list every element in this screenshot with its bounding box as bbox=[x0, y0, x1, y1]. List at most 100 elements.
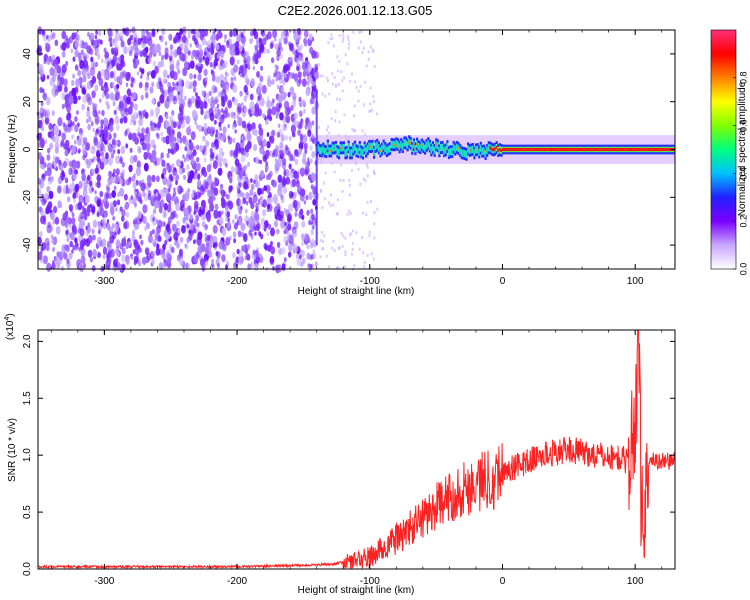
spectrogram-noise-cell bbox=[262, 138, 267, 147]
spectrogram-noise-cell bbox=[291, 131, 296, 138]
snr-y-label: SNR (10 * v/v) bbox=[7, 418, 18, 482]
spectrogram-noise-cell bbox=[321, 74, 324, 78]
spectrogram-noise-cell bbox=[142, 48, 148, 57]
spectrogram-noise-cell bbox=[140, 74, 143, 80]
spectrogram-noise-cell bbox=[206, 164, 212, 173]
spectrogram-noise-cell bbox=[241, 102, 244, 107]
spectrogram-noise-cell bbox=[142, 190, 146, 197]
spectrogram-noise-cell bbox=[280, 134, 285, 142]
spectrogram-noise-cell bbox=[116, 124, 120, 131]
spectrogram-noise-cell bbox=[339, 97, 341, 101]
spectrogram-noise-cell bbox=[250, 217, 256, 226]
spectrogram-noise-cell bbox=[177, 137, 181, 144]
spectrogram-noise-cell bbox=[331, 246, 334, 250]
spectrogram-noise-cell bbox=[267, 75, 271, 82]
spectrogram-noise-cell bbox=[72, 95, 78, 105]
spectrogram-noise-cell bbox=[303, 200, 307, 205]
spectrogram-noise-cell bbox=[182, 167, 186, 173]
spectrogram-noise-cell bbox=[53, 125, 58, 133]
spectrogram-noise-cell bbox=[337, 266, 340, 269]
spectrogram-noise-cell bbox=[271, 152, 275, 158]
spectrogram-noise-cell bbox=[149, 230, 153, 236]
spectrogram-noise-cell bbox=[216, 251, 221, 259]
spectrogram-noise-cell bbox=[367, 50, 370, 54]
spectrogram-ridge-peak bbox=[640, 147, 643, 152]
spectrogram-noise-cell bbox=[97, 252, 102, 259]
spectrogram-noise-cell bbox=[101, 155, 105, 162]
spectrogram-noise-cell bbox=[108, 134, 112, 140]
spectrogram-ridge-cell bbox=[424, 144, 427, 152]
spectrogram-noise-cell bbox=[343, 113, 346, 117]
spectrogram-noise-cell bbox=[42, 173, 45, 179]
spectrogram-noise-cell bbox=[312, 186, 317, 195]
spectrogram-noise-cell bbox=[89, 256, 93, 263]
spectrogram-noise-cell bbox=[100, 58, 104, 64]
spectrogram-ridge-cell bbox=[373, 148, 376, 156]
spectrogram-noise-cell bbox=[155, 219, 159, 224]
spectrogram-noise-cell bbox=[243, 150, 247, 157]
spectrogram-noise-cell bbox=[141, 68, 145, 75]
spectrogram-noise-cell bbox=[289, 154, 294, 162]
spectrogram-noise-cell bbox=[363, 103, 366, 107]
spectrogram-noise-cell bbox=[145, 222, 149, 227]
spectrogram-ridge-peak bbox=[393, 143, 396, 146]
spectrogram-noise-cell bbox=[229, 235, 232, 241]
spectrogram-noise-cell bbox=[278, 247, 283, 256]
spectrogram-noise-cell bbox=[250, 178, 253, 183]
spectrogram-noise-cell bbox=[157, 235, 162, 242]
spectrogram-noise-cell bbox=[199, 49, 204, 57]
spectrogram-noise-cell bbox=[141, 142, 147, 151]
spectrogram-noise-cell bbox=[91, 158, 94, 163]
spectrogram-noise-cell bbox=[202, 135, 206, 142]
spectrogram-ridge-cell bbox=[377, 144, 380, 152]
spectrogram-noise-cell bbox=[113, 47, 119, 57]
y-tick-label: -20 bbox=[22, 190, 33, 205]
spectrogram-noise-cell bbox=[328, 201, 331, 205]
spectrogram-noise-cell bbox=[373, 222, 376, 226]
spectrogram-noise-cell bbox=[151, 174, 156, 183]
spectrogram-noise-cell bbox=[206, 92, 210, 98]
spectrogram-noise-cell bbox=[82, 75, 87, 83]
spectrogram-noise-cell bbox=[54, 146, 59, 154]
spectrogram-noise-cell bbox=[83, 41, 88, 50]
spectrogram-noise-cell bbox=[327, 265, 330, 269]
spectrogram-noise-cell bbox=[40, 101, 44, 107]
spectrogram-noise-cell bbox=[282, 148, 286, 154]
spectrogram-noise-cell bbox=[250, 261, 254, 268]
spectrogram-noise-cell bbox=[358, 30, 361, 34]
spectrogram-noise-cell bbox=[340, 70, 343, 74]
spectrogram-noise-cell bbox=[227, 99, 233, 109]
spectrogram-noise-cell bbox=[362, 46, 365, 50]
spectrogram-y-label: Frequency (Hz) bbox=[7, 115, 18, 184]
spectrogram-noise-cell bbox=[189, 170, 195, 180]
spectrogram-noise-cell bbox=[153, 208, 157, 214]
spectrogram-noise-cell bbox=[366, 174, 369, 178]
spectrogram-noise-cell bbox=[254, 174, 259, 181]
spectrogram-ridge-peak bbox=[650, 147, 653, 152]
spectrogram-noise-cell bbox=[325, 76, 328, 80]
spectrogram-noise-cell bbox=[67, 196, 71, 203]
spectrogram-noise-cell bbox=[37, 119, 43, 129]
spectrogram-noise-cell bbox=[165, 114, 169, 120]
spectrogram-noise-cell bbox=[337, 82, 340, 86]
spectrogram-noise-cell bbox=[164, 41, 168, 46]
spectrogram-noise-cell bbox=[178, 248, 183, 256]
spectrogram-noise-cell bbox=[114, 113, 118, 119]
spectrogram-noise-cell bbox=[373, 236, 376, 240]
spectrogram-noise-cell bbox=[234, 129, 237, 134]
spectrogram-noise-cell bbox=[48, 176, 52, 182]
spectrogram-noise-cell bbox=[357, 89, 360, 93]
spectrogram-noise-cell bbox=[344, 253, 347, 257]
spectrogram-noise-cell bbox=[308, 220, 311, 226]
spectrogram-noise-cell bbox=[127, 106, 133, 115]
spectrogram-ridge-peak bbox=[516, 147, 519, 152]
spectrogram-ridge-cell bbox=[404, 139, 408, 147]
spectrogram-noise-cell bbox=[361, 51, 364, 54]
spectrogram-ridge-peak bbox=[492, 148, 495, 152]
spectrogram-ridge-peak bbox=[603, 147, 607, 152]
spectrogram-noise-cell bbox=[181, 224, 186, 234]
spectrogram-ridge-peak bbox=[599, 147, 602, 152]
spectrogram-noise-cell bbox=[152, 217, 155, 222]
spectrogram-noise-cell bbox=[316, 193, 319, 197]
spectrogram-noise-cell bbox=[173, 49, 178, 58]
